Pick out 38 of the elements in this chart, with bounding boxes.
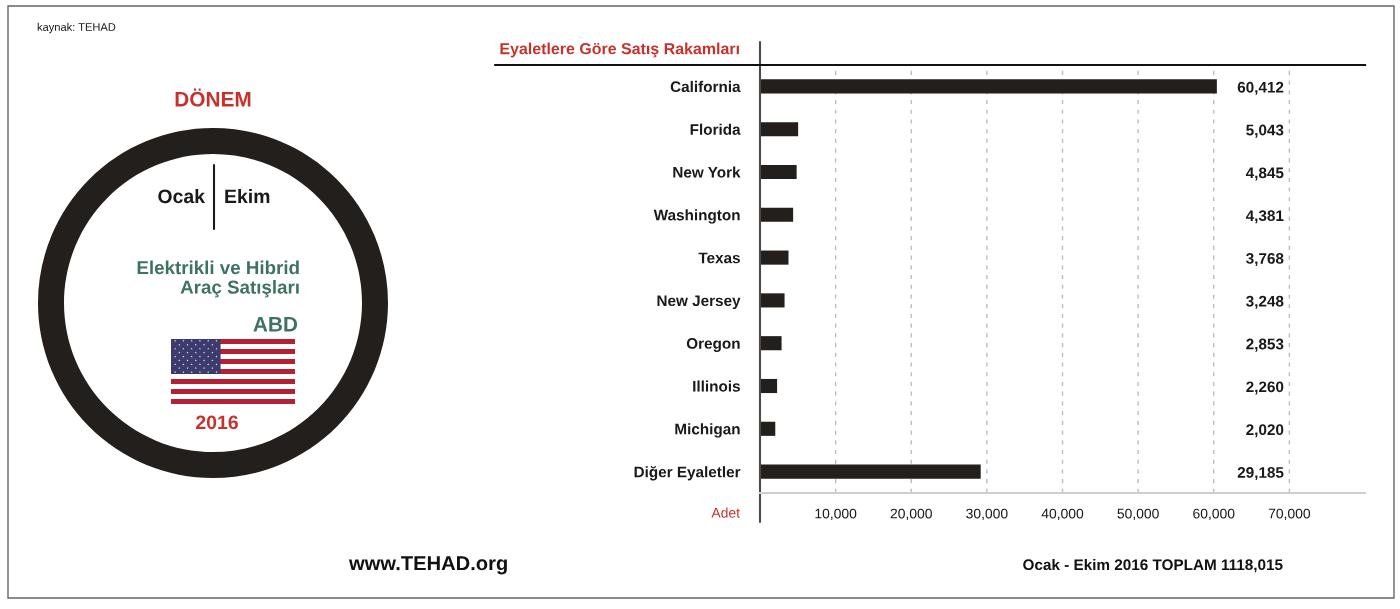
text: www.TEHAD.org [348, 556, 507, 575]
text: 2016 [196, 415, 238, 430]
data-label: 4,845 [1245, 167, 1284, 181]
y-tick-label: Texas [698, 252, 740, 264]
x-tick-label: 30,000 [966, 508, 1008, 521]
data-label: 2,260 [1246, 381, 1284, 395]
data-label: 2,020 [1246, 424, 1284, 438]
data-label: 4,381 [1245, 210, 1284, 224]
data-label: 3,248 [1246, 295, 1284, 309]
text: kaynak: TEHAD [37, 22, 116, 34]
text: DÖNEM [175, 88, 251, 107]
y-tick-label: New York [673, 166, 741, 178]
y-tick-label: Washington [653, 209, 740, 224]
x-axis-title: Adet [711, 507, 740, 518]
text: Elektrikli ve Hibrid Araç Satışları [137, 260, 299, 298]
text: Ocak - Ekim 2016 TOPLAM 1118,015 [1023, 558, 1283, 573]
text: ABD [253, 317, 298, 332]
x-tick-label: 10,000 [815, 508, 857, 521]
y-tick-label: California [670, 80, 741, 93]
x-tick-label: 50,000 [1117, 508, 1159, 521]
text: Ekim [225, 188, 270, 204]
text: Eyaletlere Göre Satış Rakamları [500, 42, 739, 58]
y-tick-label: Oregon [686, 338, 740, 352]
data-label: 29,185 [1237, 467, 1284, 481]
y-tick-label: Michigan [675, 423, 740, 438]
x-tick-label: 20,000 [890, 508, 932, 521]
y-tick-label: Florida [690, 123, 741, 135]
x-tick-label: 70,000 [1268, 508, 1311, 521]
y-tick-label: Illinois [693, 380, 740, 392]
data-label: 5,043 [1246, 124, 1284, 138]
y-tick-label: Diğer Eyaletler [634, 465, 741, 481]
data-label: 2,853 [1246, 338, 1284, 352]
x-tick-label: 40,000 [1041, 508, 1084, 521]
y-tick-label: New Jersey [657, 295, 741, 310]
data-label: 3,768 [1246, 253, 1284, 267]
text: Ocak [158, 188, 206, 204]
data-label: 60,412 [1237, 81, 1284, 95]
x-tick-label: 60,000 [1193, 508, 1235, 521]
